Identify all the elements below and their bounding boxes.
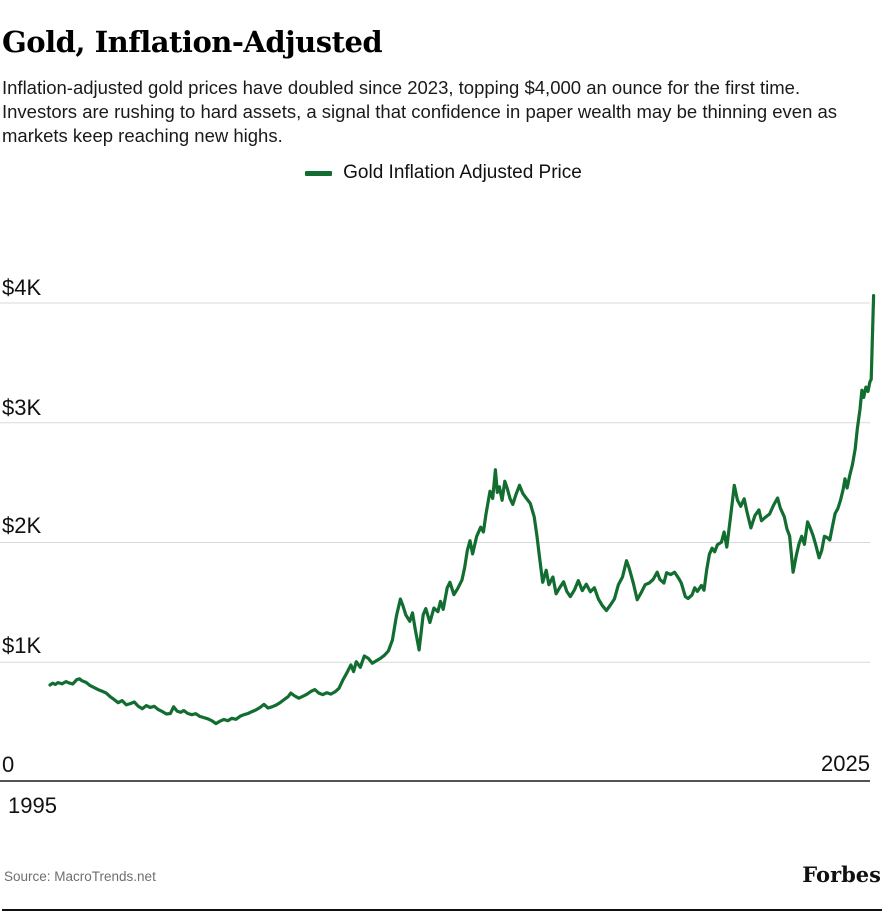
x-axis-tick-2025: 2025 xyxy=(821,751,870,776)
y-axis-tick-4k: $4K xyxy=(2,275,42,300)
y-axis-zero-label: 0 xyxy=(2,752,15,777)
gold-price-line xyxy=(48,294,876,726)
y-axis-tick-1k: $1K xyxy=(2,633,42,658)
legend-line-icon xyxy=(305,170,333,176)
source-credit: Source: MacroTrends.net xyxy=(4,869,156,884)
bottom-divider xyxy=(2,909,882,911)
y-axis-tick-2k: $2K xyxy=(2,513,42,538)
forbes-logo: Forbes xyxy=(802,862,881,887)
y-axis-tick-3k: $3K xyxy=(2,395,42,420)
page-title: Gold, Inflation-Adjusted xyxy=(2,25,383,60)
x-axis-tick-1995: 1995 xyxy=(8,793,57,818)
chart-description: Inflation-adjusted gold prices have doub… xyxy=(2,76,838,146)
legend: Gold Inflation Adjusted Price xyxy=(0,162,887,184)
legend-label: Gold Inflation Adjusted Price xyxy=(343,162,582,183)
